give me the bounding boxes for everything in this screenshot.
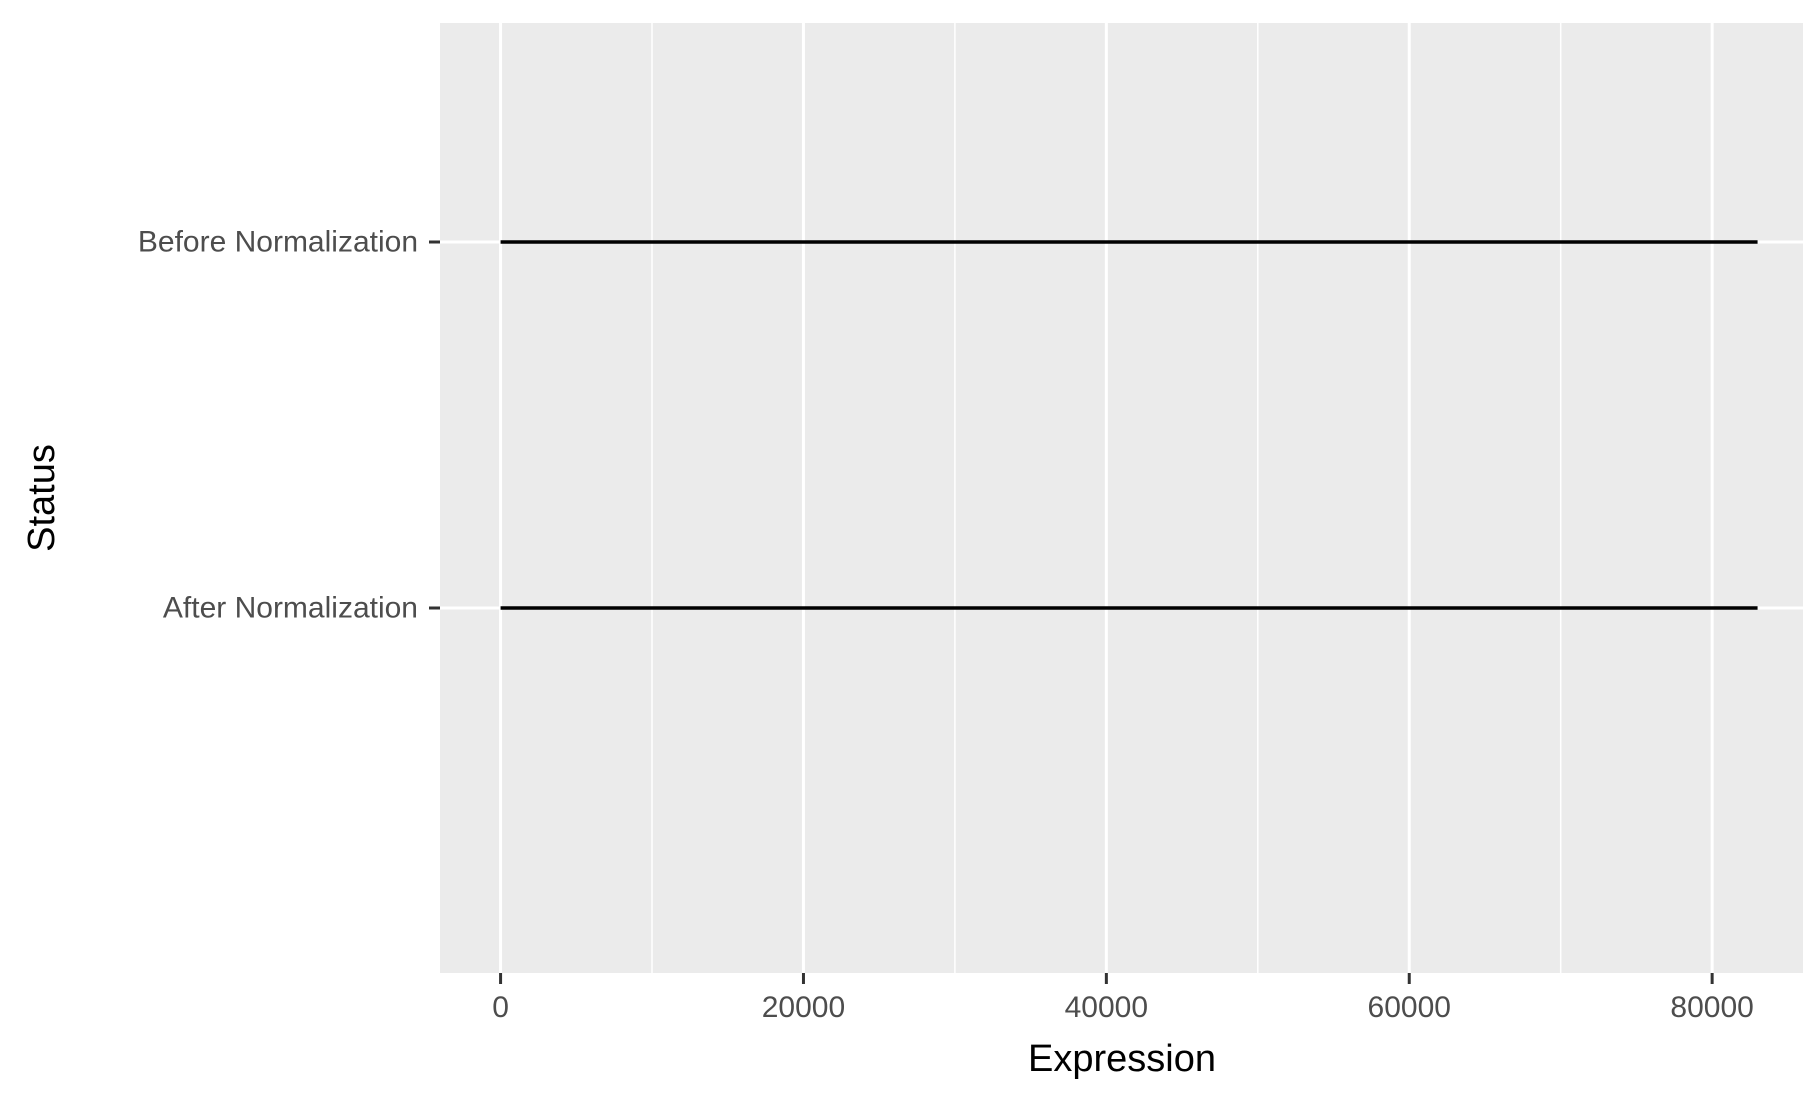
x-tick-label: 60000 <box>1368 991 1451 1024</box>
x-tick-label: 0 <box>492 991 509 1024</box>
x-tick-label: 80000 <box>1670 991 1753 1024</box>
x-tick-label: 20000 <box>762 991 845 1024</box>
x-tick-label: 40000 <box>1065 991 1148 1024</box>
range-lines <box>500 240 1758 610</box>
y-axis-title: Status <box>21 444 63 552</box>
y-tick-label: After Normalization <box>163 592 418 625</box>
y-tick-label: Before Normalization <box>138 226 418 259</box>
x-axis-title: Expression <box>1028 1038 1216 1080</box>
plot-panel <box>440 23 1803 973</box>
minor-gridlines <box>651 23 1562 973</box>
x-axis: 0 20000 40000 60000 80000 <box>492 973 1754 1024</box>
y-axis: After Normalization Before Normalization <box>138 226 440 625</box>
